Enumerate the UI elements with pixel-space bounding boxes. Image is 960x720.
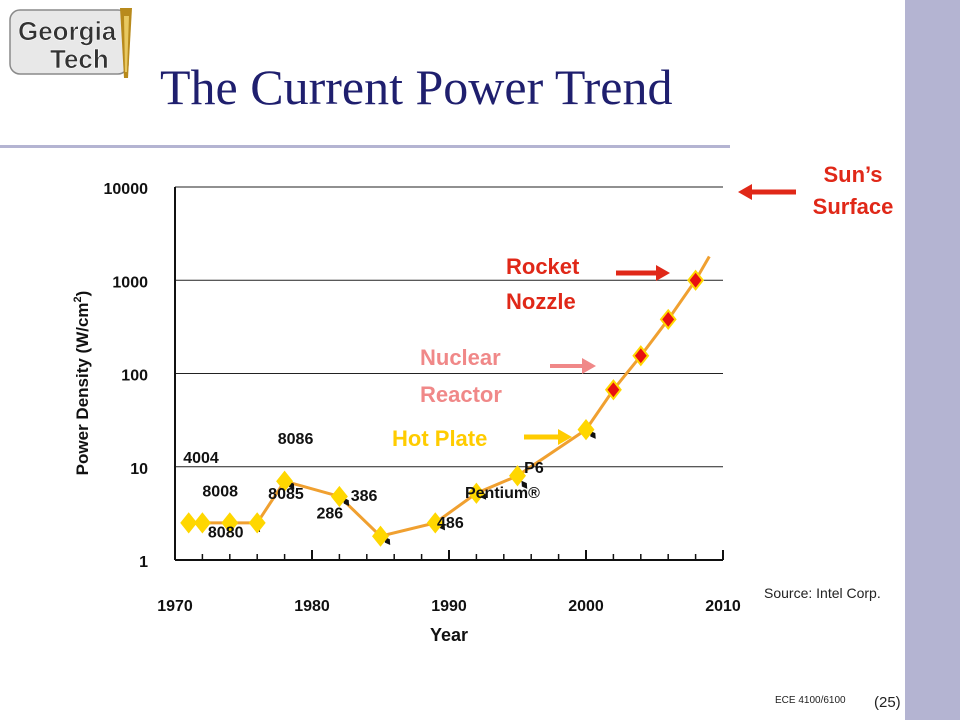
y-axis-title-sup: 2	[72, 296, 84, 302]
logo-line-2: Tech	[50, 44, 109, 74]
hot-plate-arrow-head	[558, 429, 572, 445]
y-axis-title: Power Density (W/cm2)	[72, 291, 92, 476]
annotation-label: Reactor	[420, 382, 502, 407]
point-label: 8086	[278, 431, 314, 448]
annotation-label: Sun’s	[823, 162, 882, 187]
point-label: Pentium®	[465, 485, 540, 502]
data-point	[193, 512, 211, 534]
x-tick-label: 2010	[705, 598, 741, 615]
slide-title: The Current Power Trend	[160, 59, 673, 115]
series-line	[188, 255, 711, 538]
point-label: 4004	[183, 450, 219, 467]
page-number: (25)	[874, 694, 901, 711]
data-point	[330, 485, 348, 508]
x-tick-label: 1970	[157, 598, 193, 615]
x-tick-label: 2000	[568, 598, 604, 615]
y-tick-label: 10	[130, 461, 148, 478]
data-point	[509, 465, 526, 487]
rocket-nozzle-arrow-head	[656, 265, 670, 281]
data-point	[687, 269, 705, 291]
x-tick-label: 1980	[294, 598, 330, 615]
x-tick-label: 1990	[431, 598, 467, 615]
data-point	[632, 345, 650, 367]
data-point	[577, 419, 595, 441]
data-point	[467, 482, 485, 504]
y-tick-label: 10000	[104, 181, 149, 198]
y-tick-label: 1000	[112, 274, 148, 291]
y-tick-label: 1	[139, 554, 148, 571]
course-code: ECE 4100/6100	[775, 695, 846, 706]
point-label: 486	[437, 515, 464, 532]
suns-surface-arrow-head	[738, 184, 752, 200]
logo-line-1: Georgia	[18, 16, 117, 46]
data-point	[372, 525, 389, 547]
sidebar-band	[905, 0, 960, 720]
point-label: P6	[524, 460, 544, 477]
point-label: 8008	[202, 483, 238, 500]
nuclear-reactor-arrow-head	[582, 358, 596, 374]
data-point	[180, 512, 198, 534]
point-label: 8085	[268, 486, 304, 503]
data-point	[659, 308, 677, 331]
source-note: Source: Intel Corp.	[764, 585, 881, 601]
data-point	[276, 470, 294, 492]
data-point	[426, 512, 444, 534]
y-axis-title-end: )	[73, 291, 92, 297]
point-label: 8080	[208, 524, 244, 541]
x-axis-title: Year	[430, 625, 468, 645]
point-label: 386	[351, 488, 378, 505]
annotation-label: Hot Plate	[392, 426, 487, 451]
black-marker	[521, 480, 528, 489]
data-point	[221, 512, 239, 534]
georgia-tech-logo: Georgia Tech	[9, 8, 132, 78]
point-label: 286	[316, 505, 343, 522]
y-tick-label: 100	[121, 368, 148, 385]
annotation-label: Rocket	[506, 254, 580, 279]
annotation-label: Nuclear	[420, 345, 501, 370]
data-point	[604, 379, 622, 401]
annotation-label: Surface	[813, 194, 894, 219]
y-axis-title-main: Power Density (W/cm	[73, 302, 92, 475]
data-point	[248, 512, 266, 534]
title-underline	[0, 145, 730, 148]
annotation-label: Nozzle	[506, 289, 576, 314]
